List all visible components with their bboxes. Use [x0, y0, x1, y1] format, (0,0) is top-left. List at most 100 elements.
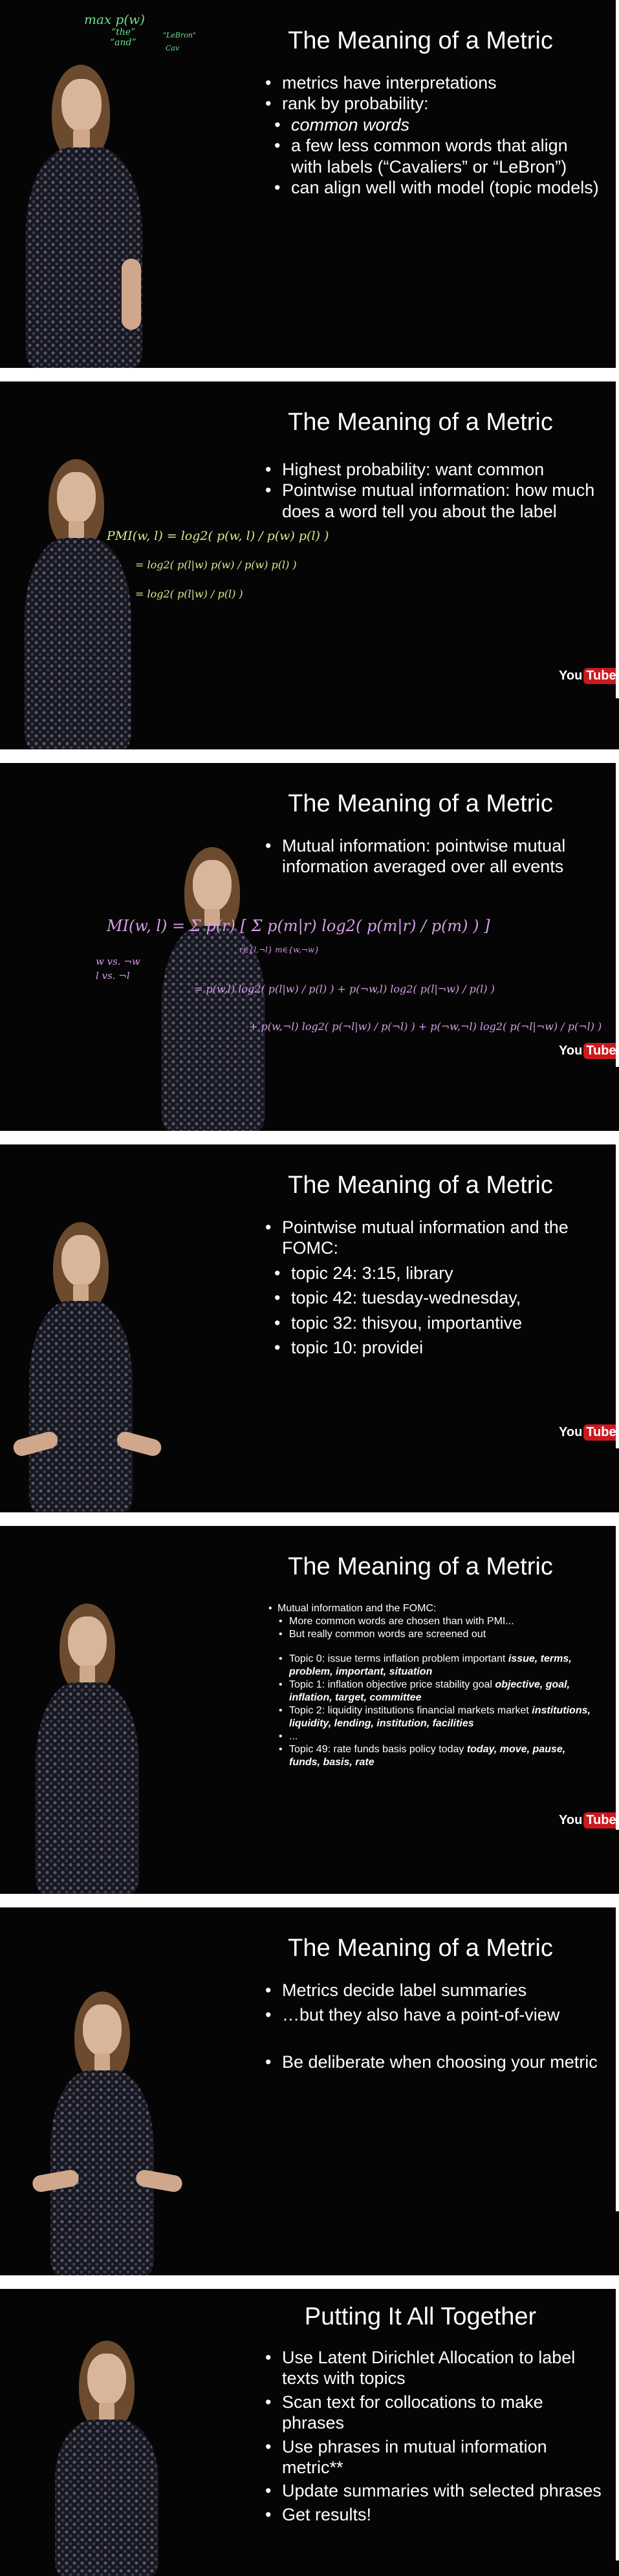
- youtube-logo[interactable]: You Tube: [559, 1810, 619, 1830]
- bullet-item: Get results!: [265, 2504, 602, 2526]
- topic-item: •...: [279, 1731, 298, 1742]
- topic-plain: Topic 0: issue terms inflation problem i…: [289, 1653, 506, 1664]
- bullet-item: Update summaries with selected phrases: [265, 2480, 602, 2502]
- frame-edge: [616, 1907, 619, 2211]
- youtube-logo[interactable]: You Tube: [559, 666, 619, 685]
- handwriting-line: “and”: [110, 38, 136, 48]
- slide-frame-3: MI(w, l) = Σ p(r) [ Σ p(m|r) log2( p(m|r…: [0, 763, 619, 1131]
- youtube-tube: Tube: [583, 1042, 619, 1059]
- sub-bullet-text: But really common words are screened out: [289, 1629, 486, 1640]
- bullet-item: metrics have interpretations: [265, 72, 602, 94]
- slide-title: Putting It All Together: [304, 2303, 537, 2330]
- bullet-item: • Mutual information and the FOMC:: [268, 1603, 437, 1614]
- bullet-item: Highest probability: want common: [265, 459, 602, 480]
- bullet-list: Metrics decide label summaries …but they…: [265, 1980, 602, 2073]
- bullet-item: Metrics decide label summaries: [265, 1980, 602, 2001]
- youtube-logo[interactable]: You Tube: [559, 1422, 619, 1442]
- topic-list: • Mutual information and the FOMC: • More …: [268, 1602, 592, 1769]
- frame-edge: [616, 381, 619, 698]
- presenter: [13, 459, 168, 749]
- slide-title: The Meaning of a Metric: [288, 1553, 553, 1580]
- handwriting-line: "LeBron": [163, 31, 196, 39]
- topic-item: • Topic 2: liquidity institutions financi…: [279, 1705, 591, 1729]
- presenter: [29, 1991, 184, 2275]
- youtube-you: You: [559, 1812, 583, 1827]
- slide-frame-4: The Meaning of a Metric Pointwise mutual…: [0, 1144, 619, 1512]
- bullet-item: Mutual information: pointwise mutual inf…: [265, 835, 602, 877]
- sub-bullet-item: common words: [274, 114, 602, 136]
- sub-bullet-item: topic 32: thisyou, importantive: [274, 1313, 602, 1334]
- topic-item: • Topic 0: issue terms inflation problem …: [279, 1653, 572, 1677]
- handwriting-line: w vs. ¬w: [96, 956, 140, 967]
- youtube-tube: Tube: [583, 667, 619, 684]
- youtube-you: You: [559, 1043, 583, 1058]
- slide-title: The Meaning of a Metric: [288, 1172, 553, 1199]
- slide-frame-2: PMI(w, l) = log2( p(w, l) / p(w) p(l) ) …: [0, 381, 619, 749]
- slide-title: The Meaning of a Metric: [288, 1935, 553, 1962]
- slide-frame-6: The Meaning of a Metric Metrics decide l…: [0, 1907, 619, 2275]
- bullet-list: Highest probability: want common Pointwi…: [265, 459, 602, 522]
- bullet-item: Use Latent Dirichlet Allocation to label…: [265, 2347, 602, 2389]
- handwriting-line: Cav: [166, 44, 180, 52]
- frame-edge: [616, 763, 619, 1067]
- bullet-list: metrics have interpretations rank by pro…: [265, 72, 602, 199]
- topic-bold: institutions, liquidity, lending, instit…: [289, 1705, 591, 1729]
- frame-edge: [616, 2289, 619, 2560]
- frame-edge: [616, 0, 619, 368]
- youtube-tube: Tube: [583, 1424, 619, 1441]
- bullet-list: Pointwise mutual information and the FOM…: [265, 1217, 602, 1358]
- frame-edge: [616, 1526, 619, 1830]
- slide-title: The Meaning of a Metric: [288, 790, 553, 817]
- handwriting: PMI(w, l) = log2( p(w, l) / p(w) p(l) ) …: [107, 529, 329, 600]
- youtube-you: You: [559, 668, 583, 683]
- topic-plain: Topic 2: liquidity institutions financia…: [289, 1705, 529, 1716]
- handwriting-line: = log2( p(l|w) p(w) / p(w) p(l) ): [135, 559, 297, 571]
- bullet-list: Mutual information: pointwise mutual inf…: [265, 835, 602, 877]
- sub-bullet-item: a few less common words that align with …: [274, 135, 602, 177]
- presenter: [158, 847, 288, 1131]
- bullet-text: Mutual information and the FOMC:: [277, 1603, 437, 1614]
- handwriting-line: l vs. ¬l: [96, 970, 130, 982]
- youtube-logo[interactable]: You Tube: [559, 1041, 619, 1060]
- sub-bullet-item: can align well with model (topic models): [274, 177, 602, 199]
- sub-bullet-item: • More common words are chosen than with …: [279, 1616, 514, 1627]
- handwriting-line: MI(w, l) = Σ p(r) [ Σ p(m|r) log2( p(m|r…: [107, 917, 490, 935]
- handwriting-line: “the”: [111, 27, 136, 38]
- bullet-item: …but they also have a point-of-view: [265, 2004, 602, 2026]
- topic-plain: Topic 49: rate funds basis policy today: [289, 1744, 464, 1755]
- handwriting-line: = p(w,l) log2( p(l|w) / p(l) ) + p(¬w,l)…: [194, 983, 495, 995]
- handwriting: max p(w) “the” “and” "LeBron" Cav: [84, 12, 196, 52]
- sub-bullet-item: topic 10: providei: [274, 1337, 602, 1358]
- handwriting-line: = log2( p(l|w) / p(l) ): [135, 588, 243, 600]
- bullet-item: Pointwise mutual information and the FOM…: [265, 1217, 602, 1259]
- bullet-list: Use Latent Dirichlet Allocation to label…: [265, 2347, 602, 2526]
- presenter: [45, 2341, 201, 2576]
- youtube-you: You: [559, 1424, 583, 1439]
- topic-bold: objective, goal, inflation, target, comm…: [289, 1679, 570, 1703]
- topic-item: • Topic 1: inflation objective price stab…: [279, 1679, 570, 1703]
- sub-bullet-item: topic 42: tuesday-wednesday,: [274, 1287, 602, 1309]
- sub-bullet-item: • But really common words are screened ou…: [279, 1629, 486, 1640]
- topic-plain: Topic 1: inflation objective price stabi…: [289, 1679, 492, 1690]
- frame-edge: [616, 1144, 619, 1448]
- sub-bullet-text: More common words are chosen than with P…: [289, 1616, 514, 1627]
- bullet-item: Use phrases in mutual information metric…: [265, 2436, 602, 2478]
- sub-bullet-item: topic 24: 3:15, library: [274, 1263, 602, 1284]
- slide-frame-5: The Meaning of a Metric • Mutual informat…: [0, 1526, 619, 1894]
- handwriting: MI(w, l) = Σ p(r) [ Σ p(m|r) log2( p(m|r…: [0, 763, 619, 1131]
- slide-frame-7: Putting It All Together Use Latent Diric…: [0, 2289, 619, 2576]
- bullet-item: Be deliberate when choosing your metric: [265, 2052, 602, 2073]
- handwriting-line: max p(w): [84, 12, 146, 27]
- topic-item: • Topic 49: rate funds basis policy today…: [279, 1744, 566, 1768]
- slide-title: The Meaning of a Metric: [288, 409, 553, 436]
- topic-bold: today, move, pause, funds, basis, rate: [289, 1744, 566, 1768]
- youtube-tube: Tube: [583, 1812, 619, 1829]
- bullet-item: Pointwise mutual information: how much d…: [265, 480, 602, 522]
- handwriting-line: r∈{l,¬l} m∈{w,¬w}: [239, 945, 320, 954]
- topic-bold: issue, terms, problem, important, situat…: [289, 1653, 572, 1677]
- presenter: [19, 1604, 175, 1894]
- bullet-item: rank by probability:: [265, 93, 602, 114]
- slide-title: The Meaning of a Metric: [288, 27, 553, 54]
- handwriting-line: + p(w,¬l) log2( p(¬l|w) / p(¬l) ) + p(¬w…: [249, 1020, 602, 1033]
- bullet-item: Scan text for collocations to make phras…: [265, 2392, 602, 2434]
